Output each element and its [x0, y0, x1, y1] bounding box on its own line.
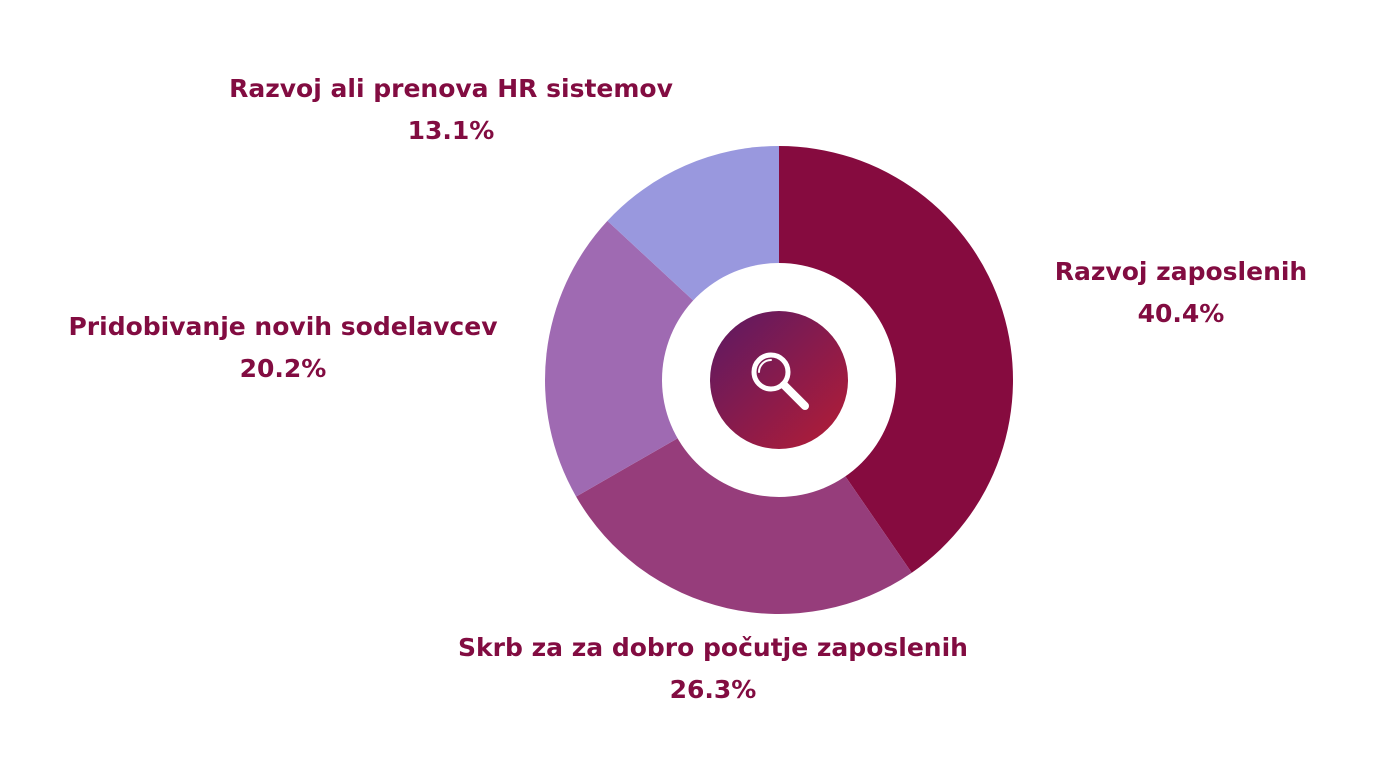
pie-slice-2: [576, 380, 912, 615]
slice-value-label: 20.2%: [240, 354, 327, 383]
search-icon: [710, 311, 848, 449]
pie-slice-1: [779, 146, 1014, 573]
slice-label: Razvoj zaposlenih: [1055, 257, 1307, 286]
labels-layer: Razvoj zaposlenih 40.4% Skrb za za dobro p…: [68, 74, 1307, 704]
slice-label: Razvoj ali prenova HR sistemov: [229, 74, 673, 103]
slice-value-label: 40.4%: [1138, 299, 1225, 328]
slice-value-label: 13.1%: [408, 116, 495, 145]
slice-label: Pridobivanje novih sodelavcev: [68, 312, 497, 341]
slice-label: Skrb za za dobro počutje zaposlenih: [458, 633, 968, 662]
slice-value-label: 26.3%: [670, 675, 757, 704]
pie-slice-3: [545, 220, 779, 497]
